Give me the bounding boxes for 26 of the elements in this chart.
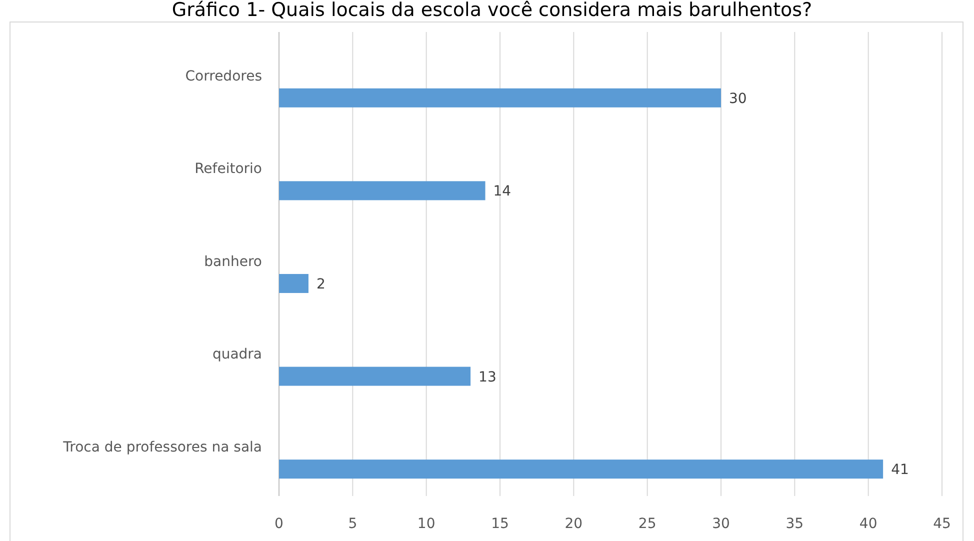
x-tick-label: 15 <box>491 516 509 532</box>
y-tick-label: Corredores <box>185 68 262 84</box>
bar <box>279 274 308 293</box>
bar <box>279 366 471 386</box>
y-tick-label: Troca de professores na sala <box>62 439 262 456</box>
y-tick-label: banhero <box>204 254 262 270</box>
x-tick-label: 30 <box>712 516 730 532</box>
x-tick-label: 0 <box>274 516 284 532</box>
x-tick-label: 35 <box>786 516 804 532</box>
chart-title: Gráfico 1- Quais locais da escola você considera mais barulhentos? <box>172 0 812 21</box>
x-tick-label: 25 <box>638 516 656 532</box>
y-tick-label: Refeitorio <box>194 161 262 178</box>
x-tick-label: 10 <box>417 516 436 532</box>
bar <box>279 460 884 479</box>
bar <box>279 88 721 108</box>
data-label: 13 <box>478 369 496 386</box>
x-tick-label: 40 <box>859 516 878 532</box>
y-tick-label: quadra <box>212 346 262 363</box>
x-tick-label: 45 <box>933 516 951 532</box>
x-tick-label: 20 <box>564 516 583 532</box>
data-label: 2 <box>316 276 326 292</box>
data-label: 30 <box>729 90 747 107</box>
data-label: 14 <box>493 184 512 200</box>
bar <box>279 181 486 200</box>
data-label: 41 <box>891 462 909 478</box>
x-tick-label: 5 <box>348 516 358 532</box>
